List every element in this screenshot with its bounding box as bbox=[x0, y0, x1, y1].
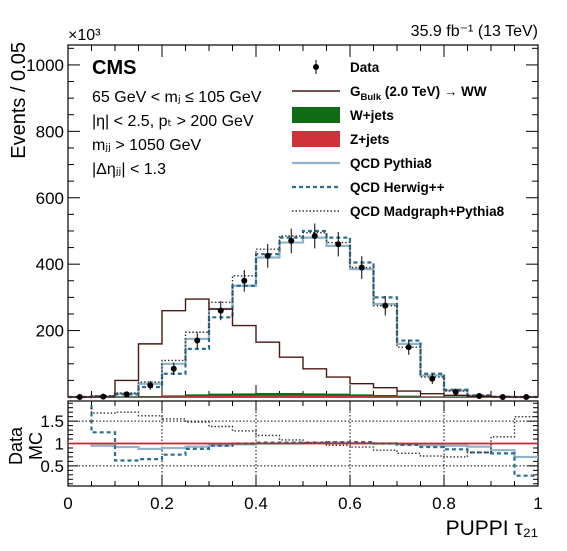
data-point bbox=[405, 344, 412, 351]
data-point bbox=[452, 389, 459, 396]
data-point bbox=[476, 393, 483, 400]
ratio-panel: 0.5 1 1.5 0 0.2 0.4 0.6 0.8 1 bbox=[40, 400, 543, 513]
data-point bbox=[288, 237, 295, 244]
selection-line-1: 65 GeV < mⱼ ≤ 105 GeV bbox=[92, 89, 262, 106]
data-point bbox=[264, 252, 271, 259]
ratio-curve bbox=[90, 441, 538, 459]
data-point bbox=[523, 394, 530, 400]
main-panel: 200 400 600 800 1000 bbox=[26, 44, 539, 400]
legend-fill-swatch bbox=[292, 107, 340, 123]
legend-label: Data bbox=[350, 60, 380, 75]
legend-label: QCD Madgraph+Pythia8 bbox=[350, 204, 505, 219]
x-tick-label: 0.4 bbox=[244, 494, 268, 513]
legend-label: QCD Herwig++ bbox=[350, 180, 445, 195]
ratio-curve bbox=[90, 407, 538, 458]
legend-label: QCD Pythia8 bbox=[350, 156, 432, 171]
data-point bbox=[358, 264, 365, 271]
selection-line-3: mⱼⱼ > 1050 GeV bbox=[92, 137, 202, 154]
y-tick-label: 600 bbox=[36, 189, 64, 208]
data-point bbox=[382, 302, 389, 309]
x-tick-label: 0.6 bbox=[338, 494, 362, 513]
y-tick-label: 400 bbox=[36, 255, 64, 274]
data-point bbox=[429, 375, 436, 382]
data-point bbox=[217, 307, 224, 314]
gbulk-signal-line bbox=[68, 298, 538, 398]
selection-line-2: |η| < 2.5, pₜ > 200 GeV bbox=[92, 113, 254, 130]
data-point bbox=[335, 241, 342, 248]
x-tick-label: 0.2 bbox=[150, 494, 174, 513]
y-tick-label: 800 bbox=[36, 122, 64, 141]
x-tick-label: 0.8 bbox=[432, 494, 456, 513]
legend-label: Z+jets bbox=[350, 132, 389, 147]
legend-label: GBulk (2.0 TeV) → WW bbox=[350, 84, 487, 103]
y-tick-label: 1000 bbox=[26, 56, 64, 75]
y-axis-title: Events / 0.05 bbox=[8, 42, 30, 159]
ratio-tick-label: 0.5 bbox=[40, 457, 64, 476]
legend-fill-swatch bbox=[292, 131, 340, 147]
experiment-label: CMS bbox=[92, 57, 136, 79]
data-point bbox=[499, 394, 506, 400]
ratio-tick-label: 1.5 bbox=[40, 412, 64, 431]
legend-label: W+jets bbox=[350, 108, 394, 123]
ratio-tick-label: 1 bbox=[55, 435, 64, 454]
x-tick-label: 1 bbox=[533, 494, 542, 513]
legend-data-marker bbox=[313, 64, 319, 70]
lumi-label: 35.9 fb⁻¹ (13 TeV) bbox=[411, 23, 538, 40]
data-point bbox=[241, 277, 248, 284]
x-tick-label: 0 bbox=[63, 494, 72, 513]
data-point bbox=[76, 394, 83, 400]
selection-line-4: |Δηⱼⱼ| < 1.3 bbox=[92, 161, 166, 178]
ratio-curve bbox=[90, 405, 538, 477]
legend: Data GBulk (2.0 TeV) → WW W+jets Z+jets QCD … bbox=[292, 60, 505, 219]
data-point bbox=[100, 393, 107, 400]
data-point bbox=[194, 337, 201, 344]
data-point bbox=[147, 382, 154, 389]
data-point bbox=[170, 365, 177, 372]
data-point bbox=[311, 232, 318, 239]
zjets-fill bbox=[68, 395, 538, 397]
y-tick-label: 200 bbox=[36, 322, 64, 341]
data-point bbox=[123, 391, 130, 398]
y-multiplier: ×10³ bbox=[68, 27, 101, 44]
ratio-y-title-den: MC bbox=[26, 432, 46, 460]
ratio-y-title-num: Data bbox=[6, 426, 26, 465]
x-axis-title: PUPPI τ₂₁ bbox=[446, 517, 538, 540]
